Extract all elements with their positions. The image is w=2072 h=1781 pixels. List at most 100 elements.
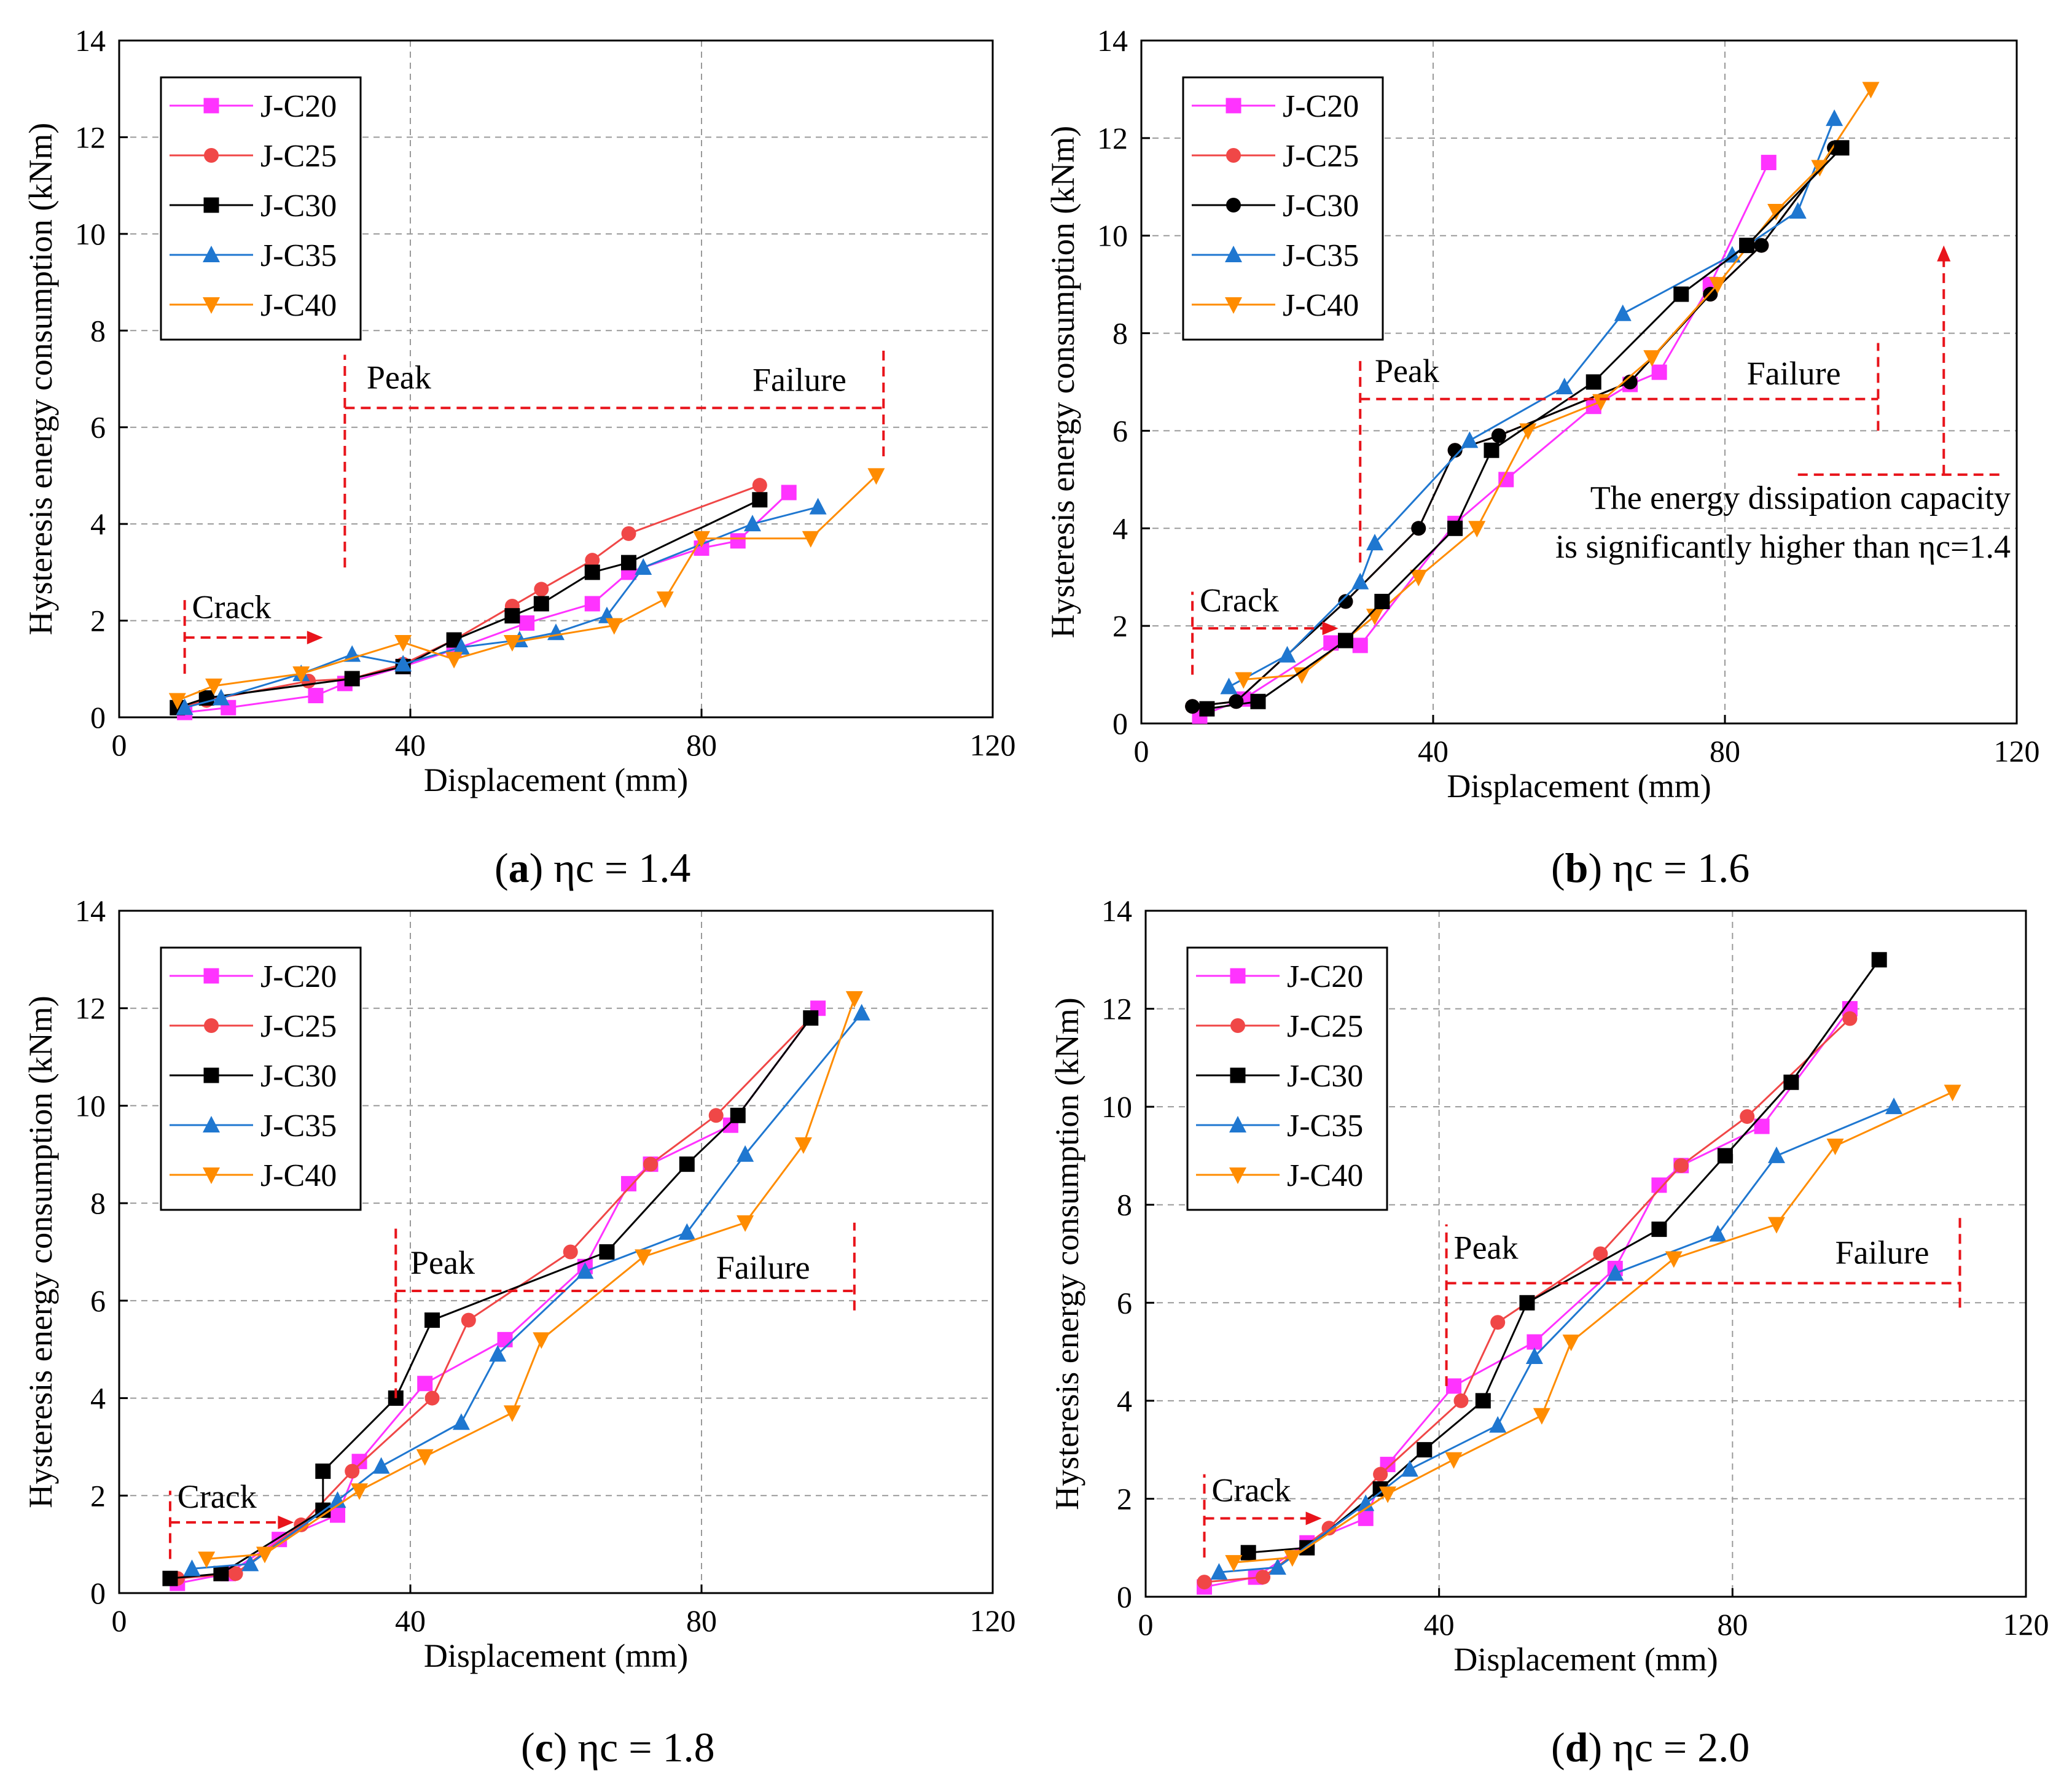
legend: J-C20 J-C25 J-C30 J-C35 J-C40 <box>160 76 362 341</box>
x-tick-label: 120 <box>1994 734 2040 768</box>
legend-swatch-marker <box>1225 246 1242 262</box>
legend-label: J-C20 <box>1287 959 1363 994</box>
capacity-note-line-2: is significantly higher than ηc=1.4 <box>1555 528 2011 565</box>
legend: J-C20 J-C25 J-C30 J-C35 J-C40 <box>1182 76 1384 341</box>
data-point <box>1767 1217 1785 1234</box>
data-point <box>228 1566 243 1581</box>
y-tick-label: 14 <box>75 894 106 928</box>
legend-label: J-C35 <box>260 1109 337 1144</box>
data-point <box>1593 1246 1608 1261</box>
legend-item-j-c35: J-C35 <box>170 238 337 273</box>
data-point <box>308 688 324 704</box>
chart-panel-c: 0 40 80 120 0 2 4 6 8 10 12 14 Displacement (mm) Hyst… <box>22 894 1016 1771</box>
data-point <box>1533 1408 1550 1425</box>
data-point <box>621 526 636 541</box>
y-tick-label: 10 <box>1101 1089 1132 1124</box>
data-point <box>1278 645 1296 663</box>
data-point <box>1417 1442 1433 1458</box>
y-tick-label: 12 <box>75 120 106 154</box>
legend-label: J-C25 <box>1287 1009 1363 1044</box>
legend-box <box>1186 946 1388 1211</box>
data-point <box>461 1312 476 1328</box>
data-point <box>547 623 565 641</box>
legend-swatch-marker <box>1230 1018 1245 1033</box>
legend-item-j-c35: J-C35 <box>1196 1109 1363 1144</box>
data-point <box>504 608 520 624</box>
data-point <box>635 1249 652 1266</box>
data-point <box>1475 1393 1491 1409</box>
peak-label: Peak <box>410 1244 475 1281</box>
data-point <box>503 1405 521 1422</box>
data-point <box>1826 109 1843 127</box>
legend: J-C20 J-C25 J-C30 J-C35 J-C40 <box>1186 946 1388 1211</box>
y-tick-label: 0 <box>90 1576 106 1610</box>
x-tick-label: 80 <box>1717 1607 1748 1642</box>
legend-box <box>160 76 362 341</box>
series-line <box>1228 118 1835 688</box>
data-point <box>183 1559 201 1576</box>
data-point <box>351 1483 369 1500</box>
x-tick-label: 80 <box>1710 734 1740 768</box>
failure-label: Failure <box>753 362 846 399</box>
annotations: Crack Peak Failure <box>1203 1214 1961 1558</box>
legend-label: J-C30 <box>1287 1059 1363 1094</box>
data-point <box>845 991 863 1008</box>
y-axis-label: Hysteresis energy consumption (kNm) <box>1049 997 1085 1510</box>
crack-arrow-head <box>307 631 323 645</box>
legend-swatch-marker <box>204 148 219 163</box>
data-point <box>1220 677 1238 695</box>
data-point <box>1826 1138 1844 1155</box>
data-point <box>344 671 360 687</box>
legend-label: J-C40 <box>1287 1158 1363 1193</box>
legend-swatch-marker <box>203 246 220 262</box>
capacity-note-line-1: The energy dissipation capacity <box>1590 480 2011 516</box>
data-point <box>1673 1158 1689 1173</box>
data-point <box>503 634 521 652</box>
data-point <box>329 1491 346 1508</box>
data-point <box>1269 1558 1286 1575</box>
panel-caption: (b) ηc = 1.6 <box>1551 844 1749 891</box>
failure-label: Failure <box>1835 1234 1929 1271</box>
panel-caption: (d) ηc = 2.0 <box>1551 1724 1749 1771</box>
y-tick-label: 12 <box>1097 121 1128 155</box>
data-point <box>621 555 636 571</box>
data-point <box>794 1137 812 1154</box>
legend-label: J-C35 <box>260 238 337 273</box>
series-line <box>1219 1105 1894 1573</box>
data-point <box>1491 428 1506 443</box>
legend-item-j-c20: J-C20 <box>170 959 337 994</box>
legend-swatch-marker <box>1226 98 1241 114</box>
y-tick-label: 8 <box>1117 1188 1132 1222</box>
data-point <box>394 655 412 672</box>
legend-label: J-C35 <box>1287 1109 1363 1144</box>
x-axis-label: Displacement (mm) <box>1453 1641 1718 1678</box>
data-point <box>656 591 674 609</box>
legend-label: J-C40 <box>1283 288 1359 323</box>
y-tick-label: 2 <box>90 1478 106 1513</box>
data-point <box>1614 304 1632 321</box>
y-tick-label: 4 <box>1117 1384 1132 1418</box>
series-line <box>184 491 790 714</box>
data-point <box>417 1376 433 1392</box>
data-point <box>1453 1393 1469 1408</box>
panel-caption: (c) ηc = 1.8 <box>521 1724 715 1771</box>
data-point <box>1673 286 1689 302</box>
data-point <box>1410 569 1428 587</box>
data-point <box>416 1449 434 1466</box>
legend-swatch-marker <box>1229 1167 1246 1184</box>
legend-item-j-c30: J-C30 <box>1192 189 1359 224</box>
crack-label: Crack <box>178 1478 257 1515</box>
x-tick-label: 40 <box>1424 1607 1455 1642</box>
data-point <box>533 596 549 612</box>
y-axis-label: Hysteresis energy consumption (kNm) <box>22 996 59 1508</box>
series-line <box>1233 1091 1953 1564</box>
data-point <box>394 634 412 652</box>
data-point <box>1358 1510 1374 1526</box>
x-axis-label: Displacement (mm) <box>424 762 688 798</box>
data-point <box>1585 374 1601 390</box>
legend-swatch-marker <box>1226 198 1241 212</box>
peak-label: Peak <box>1454 1229 1519 1266</box>
y-tick-label: 14 <box>1097 23 1128 58</box>
data-point <box>1366 534 1383 551</box>
legend-item-j-c20: J-C20 <box>170 89 337 124</box>
